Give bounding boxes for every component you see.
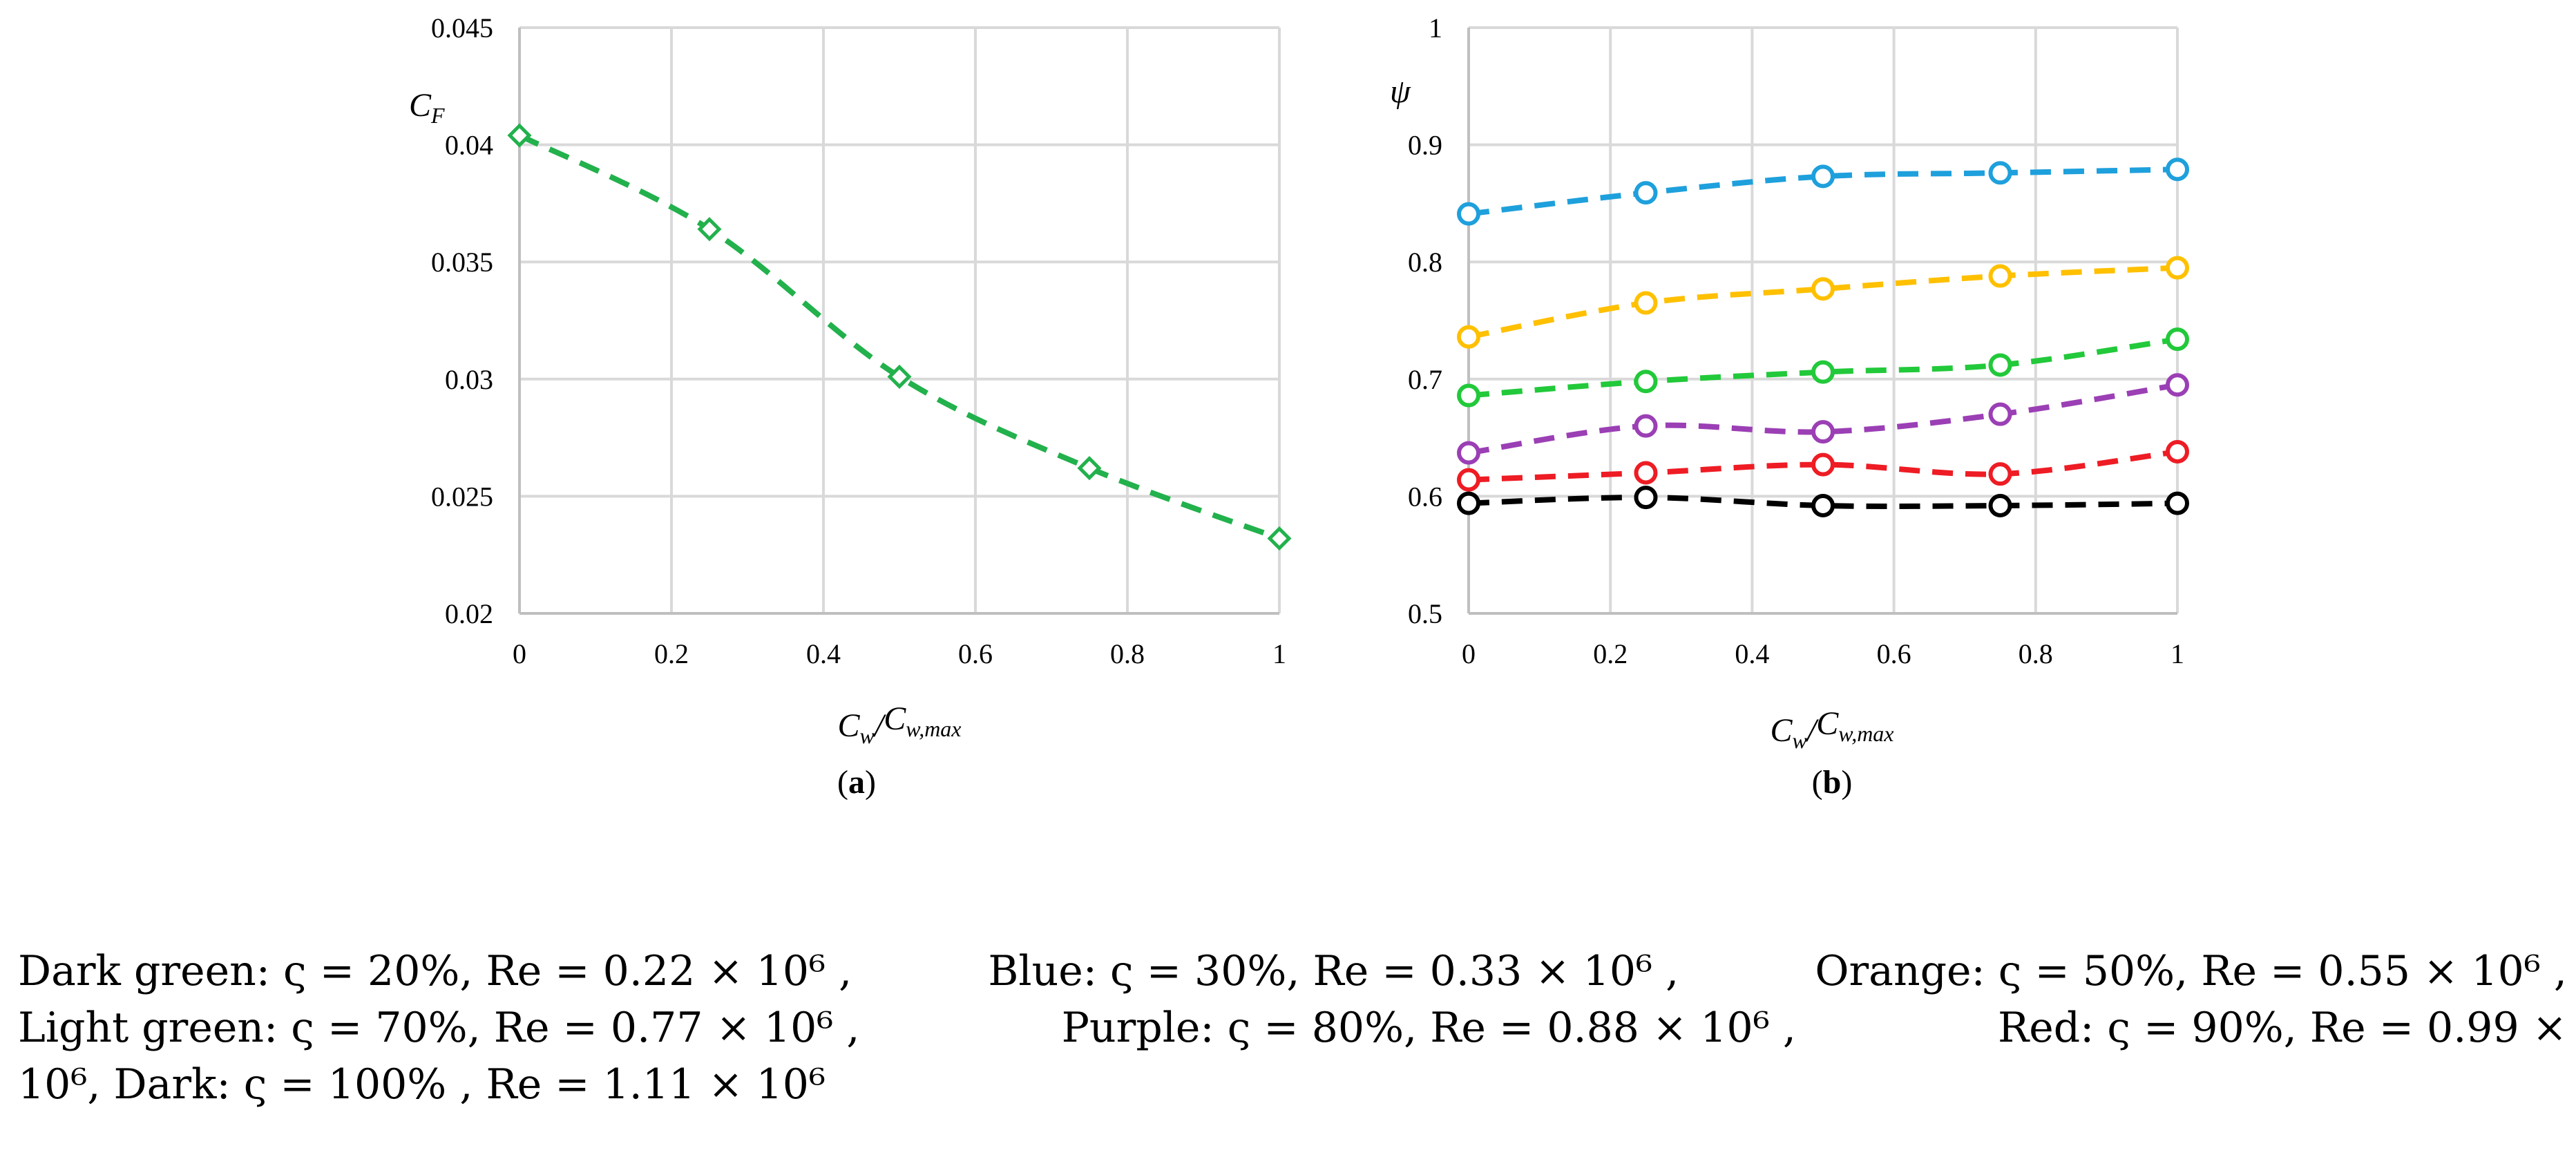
y-tick-label: 0.03 [445, 364, 493, 395]
series-purple [1457, 373, 2189, 465]
x-tick-label: 0 [513, 638, 526, 669]
y-tick-label: 0.5 [1408, 598, 1442, 629]
y-axis-label: CF [409, 87, 445, 128]
data-point [1457, 441, 1480, 465]
x-tick-label: 0.2 [654, 638, 689, 669]
gridlines-b [1469, 26, 2179, 613]
data-point [1811, 277, 1835, 301]
caption-dark: 10⁶, Dark: ς = 100% , Re = 1.11 × 10⁶ [18, 1060, 826, 1109]
data-point [1634, 461, 1658, 485]
data-point [1457, 325, 1480, 349]
data-point [2166, 256, 2189, 280]
data-point [2166, 491, 2189, 515]
x-axis-label: Cw/Cw,max [1771, 705, 1894, 753]
data-point [1988, 462, 2012, 486]
caption-line-2: Light green: ς = 70%, Re = 0.77 × 10⁶ , … [18, 1000, 2567, 1056]
series-c_f [507, 123, 1292, 551]
data-point [1988, 161, 2012, 185]
x-axis-label: Cw/Cw,max [838, 700, 962, 748]
y-tick-label: 1 [1429, 12, 1442, 44]
panel-a-chart: 0.02 0.025 0.03 0.035 0.04 0.045 0 0.2 0.4 0.6 0.8… [409, 12, 1292, 801]
caption-orange: Orange: ς = 50%, Re = 0.55 × 10⁶ , [1815, 947, 2567, 995]
data-point [1634, 414, 1658, 438]
data-point [1988, 493, 2012, 517]
series-line [1468, 166, 2178, 217]
series-line [518, 133, 1281, 542]
data-point [1634, 370, 1658, 394]
data-point [1811, 420, 1835, 444]
data-point [1634, 181, 1658, 205]
y-tick-label: 0.7 [1408, 364, 1442, 395]
caption-red: Red: ς = 90%, Re = 0.99 × [1998, 1004, 2567, 1052]
data-point [1634, 486, 1658, 510]
series-line [1468, 382, 2178, 456]
x-tick-label: 0.6 [1877, 638, 1911, 669]
data-point [697, 217, 722, 242]
data-point [1811, 493, 1835, 517]
y-tick-label: 0.045 [431, 12, 493, 44]
panel-label-b: (b) [1812, 764, 1853, 801]
data-point [1811, 452, 1835, 477]
x-tick-label: 1 [1272, 638, 1286, 669]
caption-light-green: Light green: ς = 70%, Re = 0.77 × 10⁶ , [18, 1004, 860, 1052]
y-tick-label: 0.04 [445, 130, 493, 161]
data-point [1811, 164, 1835, 189]
x-tick-label: 1 [2170, 638, 2184, 669]
y-axis-label: ψ [1390, 73, 1411, 110]
x-tick-label: 0.4 [1735, 638, 1769, 669]
series-red [1457, 439, 2189, 492]
series-dark [1457, 486, 2189, 517]
gridlines-a [519, 26, 1281, 613]
caption-blue: Blue: ς = 30%, Re = 0.33 × 10⁶ , [988, 947, 1679, 995]
y-tick-label: 0.025 [431, 481, 493, 512]
data-point [1267, 526, 1292, 551]
x-tick-label: 0.2 [1593, 638, 1628, 669]
caption-line-1: Dark green: ς = 20%, Re = 0.22 × 10⁶ , B… [18, 943, 2567, 1000]
data-point [507, 123, 532, 148]
series-line [1468, 495, 2178, 509]
x-tick-label: 0.8 [2019, 638, 2053, 669]
data-point [1457, 383, 1480, 408]
data-point [1457, 491, 1480, 515]
x-tick-label: 0.8 [1110, 638, 1145, 669]
data-point [1988, 264, 2012, 288]
series-light-green [1457, 327, 2189, 408]
series-line [1468, 336, 2178, 399]
x-tick-label: 0 [1462, 638, 1476, 669]
y-tick-label: 0.9 [1408, 130, 1442, 161]
series-orange [1457, 256, 2189, 349]
data-point [1988, 353, 2012, 377]
series-blue [1457, 157, 2189, 226]
x-tick-label: 0.6 [958, 638, 993, 669]
y-tick-label: 0.035 [431, 247, 493, 278]
data-point [1457, 202, 1480, 226]
panel-b-chart: 0.50.60.70.80.910 0.2 0.4 0.6 0.8 1ψCw/Cw,max… [1390, 12, 2189, 801]
figure-caption: Dark green: ς = 20%, Re = 0.22 × 10⁶ , B… [18, 943, 2567, 1113]
panel-label-a: (a) [837, 764, 876, 801]
x-tick-label: 0.4 [806, 638, 841, 669]
data-point [1077, 456, 1102, 481]
data-point [1457, 468, 1480, 492]
y-tick-label: 0.6 [1408, 481, 1442, 512]
data-point [1811, 360, 1835, 384]
data-point [2166, 157, 2189, 182]
data-point [2166, 373, 2189, 397]
y-tick-label: 0.8 [1408, 247, 1442, 278]
data-point [2166, 439, 2189, 463]
y-tick-label: 0.02 [445, 598, 493, 629]
data-point [887, 364, 912, 389]
caption-purple: Purple: ς = 80%, Re = 0.88 × 10⁶ , [1061, 1004, 1796, 1052]
caption-line-3: 10⁶, Dark: ς = 100% , Re = 1.11 × 10⁶ [18, 1056, 2567, 1113]
caption-dark-green: Dark green: ς = 20%, Re = 0.22 × 10⁶ , [18, 947, 852, 995]
data-point [1634, 291, 1658, 315]
data-point [2166, 327, 2189, 352]
series-line [1468, 265, 2178, 340]
data-point [1988, 402, 2012, 426]
series-line [1468, 448, 2178, 483]
